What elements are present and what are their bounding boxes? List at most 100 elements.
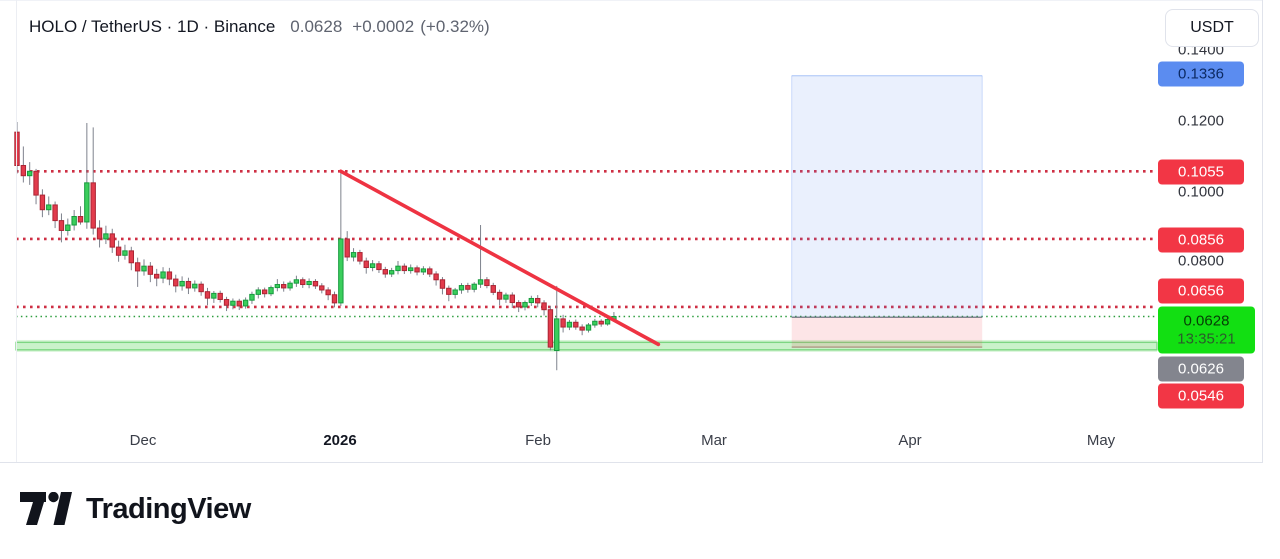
candle-body [592,320,598,326]
candle-body [204,291,211,299]
symbol-legend: HOLO / TetherUS · 1D · Binance 0.0628 +0.0… [29,17,490,37]
legend-price-change: +0.0002 [352,17,415,36]
candle-body [242,299,249,307]
price-axis-border [1262,0,1263,463]
candle-body [96,227,103,240]
stop-price-label: 0.0546 [1158,383,1244,409]
currency-toggle-button[interactable]: USDT [1165,9,1259,47]
tradingview-logo-text: TradingView [86,492,251,525]
candle-body [128,250,135,264]
candle-body [115,246,122,256]
price-tick: 0.0800 [1178,252,1224,270]
candle-body [408,267,414,272]
time-scale[interactable]: Dec 2026 Feb Mar Apr May [0,425,1262,462]
price-label-value: 0.0628 [1183,312,1230,330]
candle-body [134,262,141,272]
candle-body [503,294,509,300]
candle-body [484,279,490,287]
candle-body [160,271,166,279]
candle-body [109,233,115,248]
chart-pane[interactable]: HOLO / TetherUS · 1D · Binance 0.0628 +0.0… [0,0,1280,463]
candle-body [312,280,319,287]
top-border [0,0,1262,1]
candle-body [433,273,439,281]
candle-body [509,294,516,304]
candle-body [376,263,382,271]
candle-body [522,302,528,308]
candle-body [230,300,236,306]
candle-body [547,309,554,348]
entry-price-label: 0.0626 [1158,356,1244,382]
candle-body [249,293,255,301]
time-axis-label: 2026 [323,432,357,449]
time-axis-label: Mar [701,432,727,449]
price-label-value: 0.0856 [1178,231,1224,249]
legend-price-change-percent: (+0.32%) [420,17,490,36]
candle-body [477,279,484,285]
candle-body [357,252,363,262]
downtrend-line[interactable] [339,169,661,347]
long-position-stop-box[interactable] [791,317,983,348]
candle-body [122,250,128,256]
candle-body [261,289,268,295]
footer: TradingView [0,463,1280,559]
candle-body [414,267,420,273]
price-label-value: 0.0656 [1178,282,1224,300]
candle-body [65,224,71,231]
candle-body [471,283,477,290]
candle-body [319,285,325,291]
price-tick: 0.1200 [1178,112,1224,130]
time-axis-label: May [1086,432,1116,449]
candle-body [179,280,185,287]
candle-body [585,324,592,331]
candle-body [338,238,344,304]
candle-body [528,297,535,304]
candle-body [350,252,357,258]
candle-body [369,263,376,269]
candle-body [446,287,452,295]
candle-body [293,279,300,284]
candle-body [306,280,312,286]
bar-countdown: 13:35:21 [1177,330,1236,348]
candle-body [236,300,242,307]
candle-body [166,271,173,280]
candle-body [452,289,458,295]
candle-body [427,268,433,275]
candle-body [496,291,503,300]
candle-body [274,284,281,289]
candlestick-chart[interactable] [0,0,1262,462]
candle-body [287,282,293,289]
candle-body [458,285,465,291]
price-scale[interactable]: 0.1400 0.1200 0.1000 0.0800 0.1336 0.1055 0.08… [0,0,1280,462]
symbol-title[interactable]: HOLO / TetherUS · 1D · Binance [29,17,276,36]
candle-body [71,216,77,226]
candle-body [579,326,585,331]
tradingview-logo[interactable]: TradingView [20,492,251,526]
resistance-level-label: 0.1055 [1158,159,1244,185]
candle-body [344,238,350,258]
time-axis-label: Apr [898,432,922,449]
candle-body [401,265,408,272]
candle-body [141,265,147,272]
candle-body [14,131,20,166]
candle-body [147,265,154,275]
candle-body [325,289,331,296]
resistance-level-label: 0.0656 [1158,278,1244,304]
long-position-target-box[interactable] [791,75,983,318]
candle-body [33,170,39,196]
candle-body [300,279,306,286]
resistance-level-label: 0.0856 [1158,227,1244,253]
candle-body [46,204,52,211]
candle-body [52,204,58,222]
candle-body [604,319,611,325]
time-axis-border [0,462,1262,463]
candle-body [439,279,446,289]
support-zone[interactable] [16,339,1157,352]
candle-body [331,294,338,304]
candle-body [198,283,204,293]
candle-body [560,318,566,328]
candle-body [515,302,522,308]
candle-body [388,270,395,275]
candle-body [363,260,369,269]
candle-body [84,182,90,223]
